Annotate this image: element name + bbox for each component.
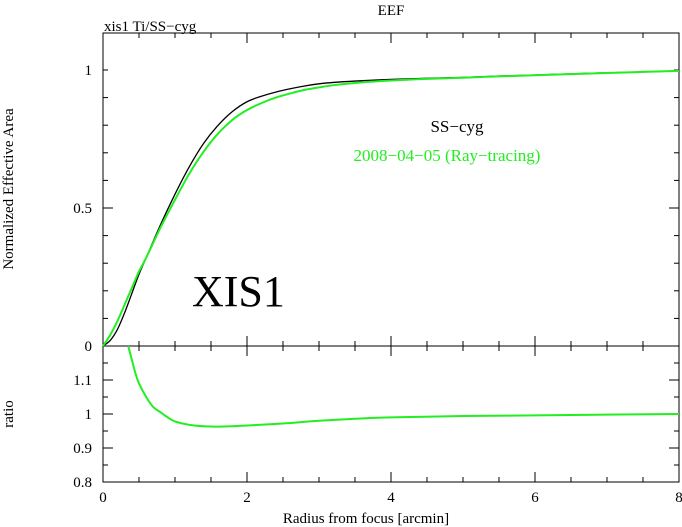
bottom-y-tick-label: 1 (85, 407, 93, 423)
chart-title: EEF (378, 3, 405, 19)
x-tick-label: 4 (387, 490, 395, 506)
top-y-axis-label: Normalized Effective Area (1, 108, 17, 270)
ss-cyg-line (102, 70, 680, 347)
x-tick-label: 8 (675, 490, 682, 506)
top-y-tick-label: 1 (85, 63, 93, 79)
top-y-tick-label: 0 (85, 339, 93, 355)
ray-tracing-line (102, 69, 680, 347)
x-axis-label: Radius from focus [arcmin] (283, 511, 449, 527)
bottom-y-axis-label: ratio (1, 400, 17, 428)
x-tick-label: 6 (531, 490, 539, 506)
x-tick-label: 0 (99, 490, 107, 506)
legend-entry-ss-cyg: SS−cyg (430, 117, 484, 136)
plot-lines (102, 69, 680, 428)
legend-entry-ray-tracing: 2008−04−05 (Ray−tracing) (354, 146, 541, 165)
xis1-label: XIS1 (192, 267, 285, 316)
axis-ticks: 0 2 4 6 8 0 0.5 1 0.8 0.9 1 1.1 (73, 33, 682, 506)
bottom-y-tick-label: 0.9 (73, 441, 92, 457)
chart-subtitle: xis1 Ti/SS−cyg (104, 19, 197, 35)
x-tick-label: 2 (243, 490, 251, 506)
bottom-y-tick-label: 0.8 (73, 475, 92, 491)
bottom-y-tick-label: 1.1 (73, 373, 92, 389)
ratio-line (127, 345, 680, 428)
top-y-tick-label: 0.5 (73, 201, 92, 217)
